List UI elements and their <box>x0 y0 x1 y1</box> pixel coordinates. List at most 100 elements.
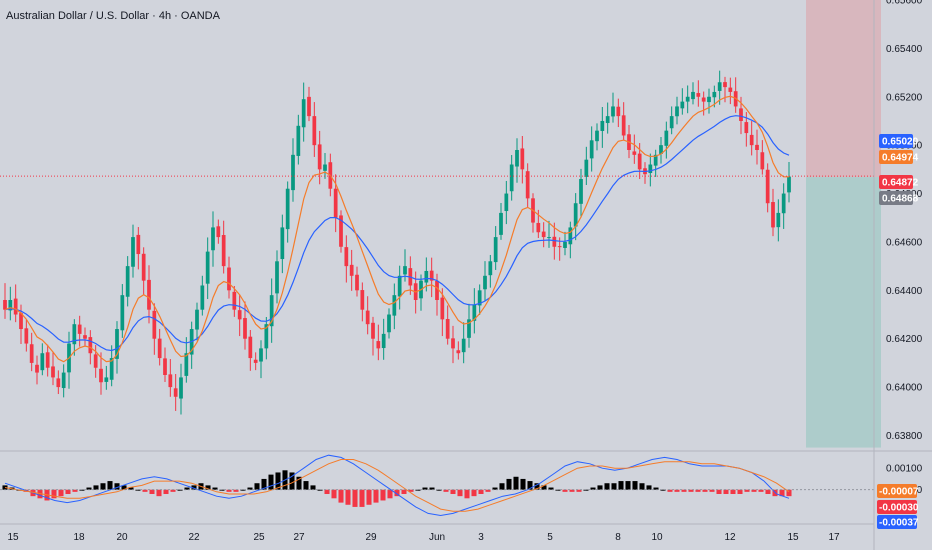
candle[interactable] <box>200 285 205 310</box>
candle[interactable] <box>595 130 599 142</box>
candle[interactable] <box>488 261 493 276</box>
candle[interactable] <box>456 350 461 354</box>
candle[interactable] <box>717 82 722 91</box>
candle[interactable] <box>211 227 215 251</box>
candle[interactable] <box>563 241 567 248</box>
candle[interactable] <box>104 377 109 382</box>
candle[interactable] <box>83 335 87 339</box>
candle[interactable] <box>376 341 381 349</box>
candle[interactable] <box>275 261 279 294</box>
take-profit-zone[interactable] <box>806 177 881 448</box>
candle[interactable] <box>552 236 557 247</box>
candle[interactable] <box>499 212 503 235</box>
candle[interactable] <box>88 337 93 354</box>
candle[interactable] <box>8 300 13 311</box>
candle[interactable] <box>19 313 23 330</box>
candle[interactable] <box>584 159 589 177</box>
price-pane[interactable] <box>0 0 881 448</box>
candle[interactable] <box>509 164 514 192</box>
candle[interactable] <box>685 96 690 102</box>
candle[interactable] <box>429 270 434 281</box>
candle[interactable] <box>381 333 386 349</box>
candle[interactable] <box>477 290 482 306</box>
candle[interactable] <box>728 87 733 92</box>
candle[interactable] <box>285 188 290 230</box>
candle[interactable] <box>125 266 130 297</box>
candle[interactable] <box>29 344 34 363</box>
candle[interactable] <box>701 97 706 102</box>
candle[interactable] <box>339 215 343 247</box>
candle[interactable] <box>579 179 583 204</box>
candle[interactable] <box>691 91 695 100</box>
candle[interactable] <box>163 358 167 375</box>
candle[interactable] <box>520 148 525 170</box>
candle[interactable] <box>515 150 519 167</box>
candle[interactable] <box>371 322 375 339</box>
candle[interactable] <box>445 318 450 339</box>
candle[interactable] <box>744 122 749 134</box>
candle[interactable] <box>253 359 258 363</box>
candle[interactable] <box>269 295 274 327</box>
candle[interactable] <box>221 235 226 267</box>
candle[interactable] <box>3 300 7 310</box>
candle[interactable] <box>547 237 551 239</box>
candle[interactable] <box>424 270 429 283</box>
candle[interactable] <box>291 154 295 191</box>
candle[interactable] <box>323 164 327 171</box>
candle[interactable] <box>648 164 653 174</box>
candle[interactable] <box>51 366 55 378</box>
candle[interactable] <box>120 295 125 331</box>
candle[interactable] <box>264 324 269 349</box>
candle[interactable] <box>147 279 151 310</box>
candle[interactable] <box>360 290 365 310</box>
macd-pane[interactable] <box>0 454 874 517</box>
candle[interactable] <box>397 275 402 297</box>
candle[interactable] <box>56 378 61 388</box>
candle[interactable] <box>72 324 77 345</box>
candle[interactable] <box>109 358 114 380</box>
candle[interactable] <box>141 253 146 281</box>
candle[interactable] <box>349 264 354 276</box>
candle[interactable] <box>675 106 679 117</box>
candle[interactable] <box>493 237 498 263</box>
candle[interactable] <box>243 318 247 339</box>
candle[interactable] <box>248 336 253 359</box>
candle[interactable] <box>24 328 29 344</box>
candle[interactable] <box>451 338 455 349</box>
candle[interactable] <box>760 152 765 170</box>
candle[interactable] <box>205 251 210 284</box>
candle[interactable] <box>787 176 791 193</box>
candle[interactable] <box>749 134 754 146</box>
candle[interactable] <box>216 226 221 238</box>
candle[interactable] <box>168 374 173 388</box>
candle[interactable] <box>365 310 370 325</box>
candle[interactable] <box>136 234 141 255</box>
candle[interactable] <box>61 372 66 389</box>
candle[interactable] <box>195 309 199 330</box>
candle[interactable] <box>632 151 637 155</box>
candle[interactable] <box>611 106 615 117</box>
candle[interactable] <box>605 116 610 124</box>
candle[interactable] <box>467 319 471 338</box>
candle[interactable] <box>483 275 487 290</box>
candle[interactable] <box>355 274 359 291</box>
candle[interactable] <box>557 246 562 248</box>
candle[interactable] <box>280 227 285 260</box>
candle[interactable] <box>525 171 530 199</box>
candle[interactable] <box>227 267 231 291</box>
candle[interactable] <box>184 353 189 376</box>
candle[interactable] <box>461 338 466 353</box>
candle[interactable] <box>40 353 45 371</box>
candle[interactable] <box>115 329 119 359</box>
stop-loss-zone[interactable] <box>806 0 881 178</box>
candle[interactable] <box>541 231 546 238</box>
candle[interactable] <box>93 354 98 368</box>
candle[interactable] <box>131 237 135 267</box>
candle[interactable] <box>712 91 717 98</box>
candle[interactable] <box>317 144 322 170</box>
candle[interactable] <box>435 280 439 300</box>
candle[interactable] <box>296 125 301 156</box>
candle[interactable] <box>573 203 578 227</box>
candle[interactable] <box>472 304 477 321</box>
